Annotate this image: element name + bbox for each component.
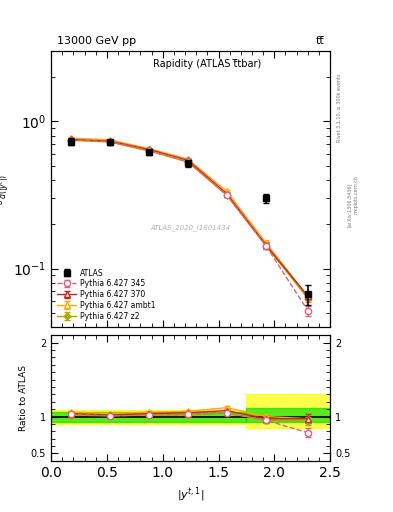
Text: [arXiv:1306.3436]: [arXiv:1306.3436] xyxy=(347,183,352,227)
Legend: ATLAS, Pythia 6.427 345, Pythia 6.427 370, Pythia 6.427 ambt1, Pythia 6.427 z2: ATLAS, Pythia 6.427 345, Pythia 6.427 37… xyxy=(55,266,158,324)
Y-axis label: $\frac{1}{\sigma}\frac{d\sigma}{d(|y^{t}|)}$: $\frac{1}{\sigma}\frac{d\sigma}{d(|y^{t}… xyxy=(0,173,12,205)
Text: ATLAS_2020_I1801434: ATLAS_2020_I1801434 xyxy=(151,225,231,231)
Y-axis label: Ratio to ATLAS: Ratio to ATLAS xyxy=(19,365,28,431)
X-axis label: $|y^{t,1}|$: $|y^{t,1}|$ xyxy=(177,485,204,504)
Text: Rivet 3.1.10, ≥ 300k events: Rivet 3.1.10, ≥ 300k events xyxy=(337,73,342,142)
Text: tt̅: tt̅ xyxy=(316,36,325,46)
Text: mcplots.cern.ch: mcplots.cern.ch xyxy=(354,175,359,214)
Text: Rapidity (ATLAS t̅tbar): Rapidity (ATLAS t̅tbar) xyxy=(153,59,261,70)
Text: 13000 GeV pp: 13000 GeV pp xyxy=(57,36,136,46)
